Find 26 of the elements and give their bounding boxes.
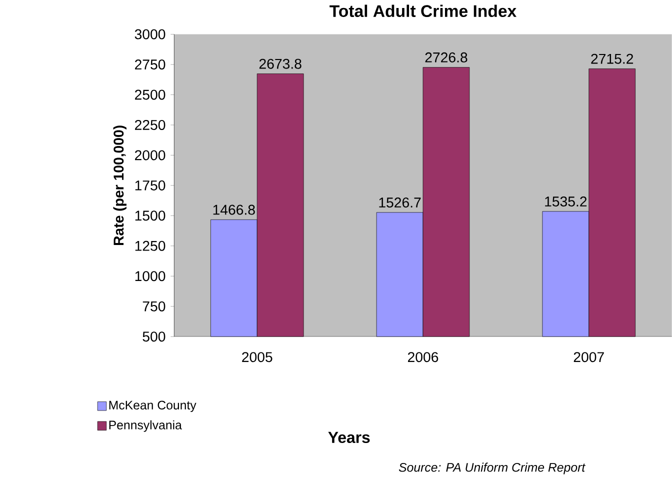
data-label: 2726.8 — [425, 52, 468, 63]
data-label: 1535.2 — [545, 196, 587, 207]
x-tick-label: 2006 — [408, 352, 438, 362]
legend-label: Pennsylvania — [109, 420, 182, 432]
y-tick-label: 2000 — [135, 150, 166, 160]
y-tick-label: 1750 — [135, 180, 166, 191]
data-label: 2715.2 — [591, 54, 634, 64]
chart-title: Total Adult Crime Index — [330, 4, 516, 18]
y-tick-label: 750 — [142, 302, 166, 312]
data-label: 2673.8 — [259, 58, 302, 69]
y-tick-label: 500 — [142, 332, 166, 342]
y-tick-label: 2500 — [135, 90, 166, 100]
y-tick-label: 1250 — [135, 241, 166, 252]
x-tick-label: 2007 — [574, 352, 604, 362]
legend-label: McKean County — [109, 400, 196, 412]
text: Source: PA Uniform Crime Report — [398, 462, 586, 474]
y-tick-label: 2750 — [135, 60, 166, 70]
y-axis-title: Rate (per 100,000) — [113, 126, 126, 246]
x-axis-title: Years — [328, 432, 370, 444]
data-label: 1526.7 — [379, 198, 421, 208]
data-label: 1466.8 — [213, 204, 255, 215]
y-tick-label: 2250 — [135, 120, 166, 130]
y-tick-label: 1000 — [135, 271, 166, 282]
x-tick-label: 2005 — [242, 352, 272, 362]
y-tick-label: 1500 — [135, 210, 166, 221]
y-tick-label: 3000 — [134, 29, 166, 40]
